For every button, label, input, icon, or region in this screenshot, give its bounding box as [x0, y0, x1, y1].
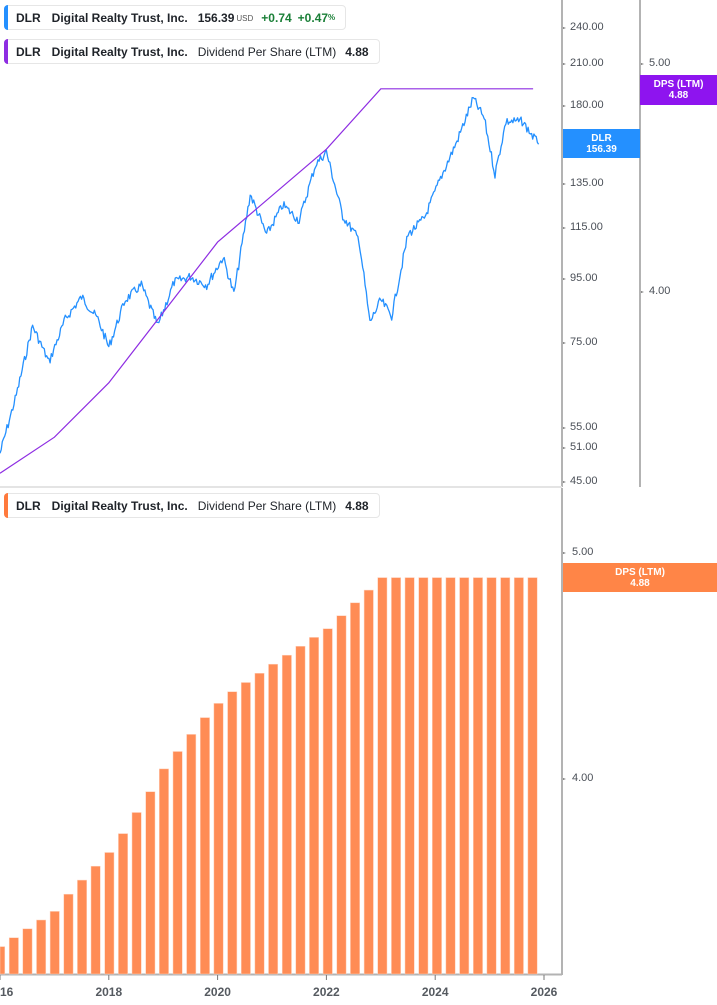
- dps-bar-legend[interactable]: DLR Digital Realty Trust, Inc. Dividend …: [4, 493, 380, 518]
- price-tick-mark: [563, 105, 566, 108]
- price-tick-mark: [563, 342, 566, 345]
- legend-symbol: DLR: [16, 44, 41, 59]
- time-tick-label: 2024: [421, 985, 449, 999]
- dps-line-swatch: [4, 39, 8, 64]
- legend-value: 4.88: [345, 44, 369, 59]
- price-chart-plot[interactable]: [0, 0, 717, 487]
- dps-tag-value: 4.88: [668, 90, 689, 101]
- dps-bar-tick-label: 5.00: [572, 546, 594, 558]
- dps-bar-tick-mark: [563, 552, 566, 554]
- legend-symbol: DLR: [16, 498, 41, 513]
- dps-bar-tick-mark: [563, 778, 566, 780]
- dps-tick-mark: [641, 291, 644, 293]
- legend-company: Digital Realty Trust, Inc.: [51, 10, 188, 25]
- price-tick-label: 115.00: [570, 220, 603, 233]
- legend-metric: Dividend Per Share (LTM): [197, 498, 337, 513]
- price-series-swatch: [4, 5, 8, 30]
- price-tick-mark: [563, 426, 566, 429]
- price-tick-label: 55.00: [570, 420, 598, 433]
- price-tick-label: 180.00: [570, 99, 604, 112]
- dps-line[interactable]: [0, 88, 534, 474]
- price-tick-mark: [563, 27, 566, 29]
- price-tick-label: 75.00: [570, 336, 598, 349]
- price-tick-label: 135.00: [570, 177, 604, 190]
- pane-divider[interactable]: [0, 486, 562, 488]
- dps-line-legend[interactable]: DLR Digital Realty Trust, Inc. Dividend …: [4, 39, 380, 64]
- dps-bar-pane[interactable]: DLR Digital Realty Trust, Inc. Dividend …: [0, 488, 717, 1005]
- price-tick-mark: [563, 481, 566, 483]
- price-tick-label: 51.00: [570, 441, 598, 454]
- legend-price: 156.39: [197, 10, 235, 25]
- price-tick-label: 210.00: [570, 57, 604, 70]
- price-tick-mark: [563, 278, 566, 281]
- dps-bar-tick-label: 4.00: [572, 772, 594, 784]
- price-chart-pane[interactable]: DLR Digital Realty Trust, Inc. 156.39 US…: [0, 0, 717, 487]
- dps-tag-label: DPS (LTM): [653, 79, 704, 90]
- dps-tag-top: DPS (LTM) 4.88: [640, 75, 717, 105]
- price-legend[interactable]: DLR Digital Realty Trust, Inc. 156.39 US…: [4, 5, 347, 30]
- time-tick-label: 2020: [204, 985, 231, 999]
- dps-bar-swatch: [4, 493, 8, 518]
- dps-tick-label: 5.00: [649, 57, 671, 69]
- price-tick-label: 95.00: [570, 272, 598, 285]
- legend-company: Digital Realty Trust, Inc.: [51, 498, 188, 513]
- time-tick-label: 2016: [0, 985, 14, 999]
- price-tick-mark: [563, 226, 566, 229]
- price-tag-value: 156.39: [586, 143, 617, 155]
- legend-change-pct: +0.47: [297, 10, 329, 25]
- time-tick-label: 2018: [95, 985, 123, 999]
- dps-tick-label: 4.00: [649, 285, 671, 297]
- time-tick-label: 2022: [313, 985, 340, 999]
- price-tick-label: 240.00: [570, 21, 604, 33]
- dps-tag-value: 4.88: [630, 577, 650, 589]
- legend-value: 4.88: [345, 498, 369, 513]
- legend-currency: USD: [236, 14, 254, 23]
- dps-tag-bottom: DPS (LTM) 4.88: [563, 563, 717, 592]
- legend-pct-sign: %: [328, 13, 336, 22]
- legend-company: Digital Realty Trust, Inc.: [51, 44, 188, 59]
- legend-symbol: DLR: [16, 10, 41, 25]
- price-tick-mark: [563, 447, 566, 450]
- time-tick-label: 2026: [530, 985, 558, 999]
- legend-change: +0.74: [261, 10, 292, 25]
- price-tick-mark: [563, 183, 566, 186]
- price-tag: DLR 156.39: [563, 129, 640, 158]
- dps-tag-label: DPS (LTM): [615, 566, 665, 578]
- price-tag-label: DLR: [591, 132, 612, 144]
- price-line[interactable]: [0, 97, 540, 454]
- dps-tick-mark: [641, 63, 644, 65]
- legend-metric: Dividend Per Share (LTM): [197, 44, 337, 59]
- price-tick-mark: [563, 63, 566, 66]
- price-tick-label: 45.00: [570, 475, 598, 487]
